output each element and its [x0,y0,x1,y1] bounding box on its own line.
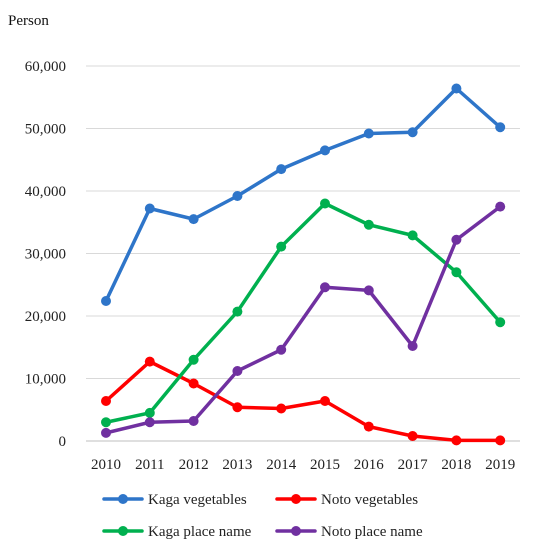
y-tick-label: 40,000 [25,184,66,200]
data-point [188,416,199,426]
data-point [232,402,243,413]
data-point [407,230,418,241]
data-point [407,341,418,351]
data-point [320,396,330,406]
legend-swatch-marker [118,526,128,536]
data-point [495,122,506,133]
data-point [495,201,506,212]
data-point [451,267,462,278]
data-point [101,427,111,438]
y-tick-label: 60,000 [25,59,66,75]
data-point [232,191,243,201]
series-line [104,86,502,303]
x-tick-label: 2017 [398,457,429,473]
legend-swatch-marker [291,494,301,504]
data-point [407,431,418,441]
y-tick-label: 0 [59,434,67,450]
legend-label: Kaga place name [148,524,252,540]
y-tick-label: 50,000 [25,122,66,138]
data-point [232,366,243,376]
data-point [363,285,374,296]
x-tick-label: 2012 [179,457,209,473]
data-point [451,435,462,446]
x-tick-label: 2015 [310,457,340,473]
data-point [495,317,506,328]
data-point [101,417,111,428]
x-tick-label: 2016 [354,457,385,473]
legend-label: Noto vegetables [321,492,418,508]
data-point [144,407,155,418]
data-point [320,198,330,209]
data-point [144,203,155,214]
data-point [363,128,374,139]
data-point [276,164,287,175]
y-tick-label: 20,000 [25,309,66,325]
data-point [451,83,462,94]
data-point [363,219,374,230]
y-tick-label: 10,000 [25,372,66,388]
x-tick-label: 2010 [91,457,121,473]
x-tick-label: 2011 [135,457,164,473]
series-group [101,83,506,446]
data-point [276,344,287,355]
legend-label: Noto place name [321,524,423,540]
data-point [276,241,287,252]
y-unit-label: Person [8,13,49,29]
data-point [144,356,155,367]
data-point [188,214,199,225]
data-point [407,127,418,138]
x-tick-label: 2018 [441,457,471,473]
x-tick-label: 2014 [266,457,297,473]
legend-swatch-marker [118,494,128,504]
series-line [104,204,502,435]
y-tick-labels: 0 10,000 20,000 30,000 40,000 50,000 60,000 [25,59,66,450]
legend-swatch-marker [291,526,301,536]
data-point [451,234,462,245]
x-tick-label: 2013 [222,457,252,473]
gridlines [86,65,520,442]
legend: Kaga vegetables Noto vegetables Kaga place… [102,492,423,540]
y-tick-label: 30,000 [25,247,66,263]
data-point [320,145,330,156]
data-point [188,378,199,389]
data-point [144,417,155,428]
legend-label: Kaga vegetables [148,492,247,508]
series-line [104,201,502,424]
x-tick-labels: 2010 2011 2012 2013 2014 2015 2016 2017 2018 2019 [91,457,515,473]
series-line [104,359,502,443]
data-point [188,354,199,365]
data-point [363,421,374,432]
data-point [101,296,111,306]
x-tick-label: 2019 [485,457,515,473]
data-point [101,396,111,406]
data-point [320,282,330,293]
data-point [276,403,287,414]
data-point [232,306,243,317]
data-point [495,435,506,446]
